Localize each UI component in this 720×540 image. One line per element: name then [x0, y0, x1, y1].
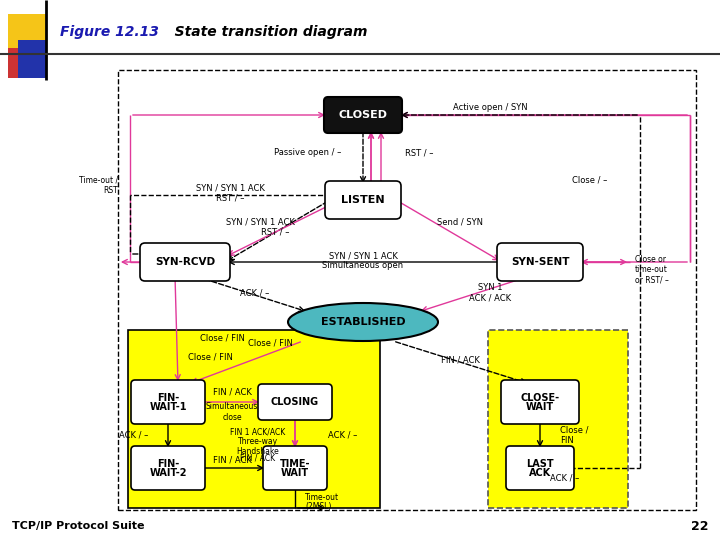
Text: FIN-: FIN-	[157, 393, 179, 403]
Text: ACK / –: ACK / –	[119, 430, 148, 440]
Text: Close / FIN: Close / FIN	[188, 353, 233, 361]
Text: Handshake: Handshake	[237, 447, 279, 456]
Text: SYN / SYN 1 ACK: SYN / SYN 1 ACK	[328, 252, 397, 260]
Text: Close / FIN: Close / FIN	[248, 339, 292, 348]
Text: Close / –: Close / –	[572, 176, 608, 185]
Bar	[18, 40, 46, 78]
Bar	[118, 70, 696, 510]
Text: SYN / SYN 1 ACK: SYN / SYN 1 ACK	[196, 184, 264, 192]
Text: Figure 12.13: Figure 12.13	[60, 25, 159, 39]
Text: ACK / –: ACK / –	[550, 474, 580, 483]
Text: LISTEN: LISTEN	[341, 195, 384, 205]
Text: FIN 1 ACK/ACK: FIN 1 ACK/ACK	[230, 428, 286, 436]
Text: LAST: LAST	[526, 459, 554, 469]
Text: WAIT: WAIT	[281, 468, 309, 478]
Text: Simultaneous open: Simultaneous open	[323, 261, 404, 271]
Text: Close or
time-out
or RST/ –: Close or time-out or RST/ –	[635, 255, 669, 285]
Text: State transition diagram: State transition diagram	[160, 25, 367, 39]
FancyBboxPatch shape	[258, 384, 332, 420]
FancyBboxPatch shape	[501, 380, 579, 424]
FancyBboxPatch shape	[263, 446, 327, 490]
Text: ACK / –: ACK / –	[240, 288, 270, 298]
Text: WAIT-2: WAIT-2	[149, 468, 186, 478]
Text: WAIT-1: WAIT-1	[149, 402, 186, 412]
Text: TCP/IP Protocol Suite: TCP/IP Protocol Suite	[12, 521, 145, 531]
FancyBboxPatch shape	[324, 97, 402, 133]
Text: Active open / SYN: Active open / SYN	[453, 103, 527, 111]
Text: CLOSING: CLOSING	[271, 397, 319, 407]
FancyBboxPatch shape	[131, 446, 205, 490]
FancyBboxPatch shape	[140, 243, 230, 281]
Text: Passive open / –: Passive open / –	[274, 148, 342, 157]
Text: RST / –: RST / –	[405, 148, 433, 157]
Text: FIN / ACK: FIN / ACK	[240, 454, 276, 462]
Text: WAIT: WAIT	[526, 402, 554, 412]
Text: FIN / ACK: FIN / ACK	[441, 355, 480, 364]
FancyBboxPatch shape	[506, 446, 574, 490]
Text: CLOSED: CLOSED	[338, 110, 387, 120]
Text: SYN 1
ACK / ACK: SYN 1 ACK / ACK	[469, 284, 511, 303]
Text: FIN / ACK: FIN / ACK	[212, 388, 251, 396]
Text: TIME-: TIME-	[280, 459, 310, 469]
Ellipse shape	[288, 303, 438, 341]
Text: Time-out /
RST: Time-out / RST	[79, 176, 118, 195]
Text: FIN / ACK: FIN / ACK	[212, 456, 251, 464]
Text: ESTABLISHED: ESTABLISHED	[320, 317, 405, 327]
Text: SYN-SENT: SYN-SENT	[510, 257, 570, 267]
FancyBboxPatch shape	[325, 181, 401, 219]
FancyBboxPatch shape	[131, 380, 205, 424]
Text: 22: 22	[690, 519, 708, 532]
Text: ACK / –: ACK / –	[328, 430, 357, 440]
Text: Simultaneous
close: Simultaneous close	[206, 402, 258, 422]
Text: RST / –: RST / –	[216, 193, 244, 202]
Text: FIN-: FIN-	[157, 459, 179, 469]
Text: RST / –: RST / –	[261, 227, 289, 237]
Text: SYN / SYN 1 ACK: SYN / SYN 1 ACK	[225, 218, 294, 226]
Bar	[488, 330, 628, 508]
Text: ACK: ACK	[529, 468, 551, 478]
Text: Three-way: Three-way	[238, 437, 278, 447]
Text: SYN-RCVD: SYN-RCVD	[155, 257, 215, 267]
Text: Close / FIN: Close / FIN	[200, 334, 245, 342]
Text: Send / SYN: Send / SYN	[437, 218, 483, 226]
Text: CLOSE-: CLOSE-	[521, 393, 559, 403]
Text: Time-out: Time-out	[305, 494, 339, 503]
Text: Close /
FIN: Close / FIN	[560, 426, 588, 445]
Bar	[8, 14, 46, 52]
Bar	[128, 330, 380, 508]
FancyBboxPatch shape	[497, 243, 583, 281]
Text: (2MSL): (2MSL)	[305, 502, 331, 510]
Bar	[8, 48, 38, 78]
